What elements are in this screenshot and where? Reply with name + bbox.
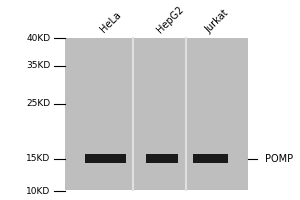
Bar (65, 38, 248, 190)
Bar (146, 154, 178, 163)
Text: 15KD: 15KD (26, 154, 51, 163)
Text: POMP: POMP (265, 154, 293, 164)
Text: 25KD: 25KD (27, 99, 51, 108)
Text: 35KD: 35KD (26, 61, 51, 70)
Bar (85, 154, 126, 163)
Text: 40KD: 40KD (27, 34, 51, 43)
Text: HeLa: HeLa (99, 10, 123, 35)
Text: HepG2: HepG2 (155, 4, 186, 35)
Text: Jurkat: Jurkat (203, 8, 230, 35)
Bar (193, 154, 228, 163)
Text: 10KD: 10KD (26, 187, 51, 196)
